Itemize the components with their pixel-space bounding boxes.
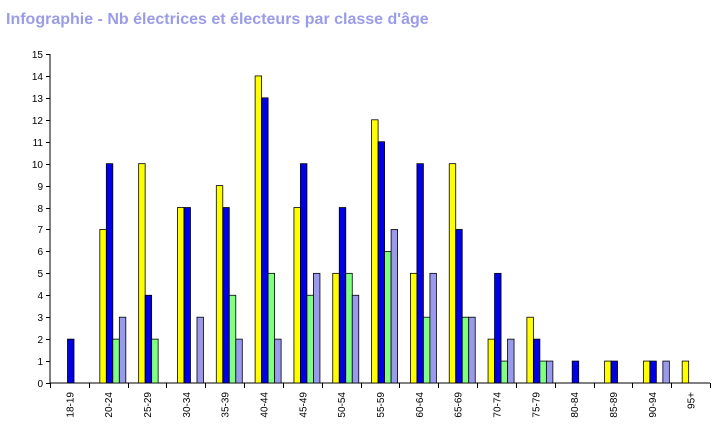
y-tick-label: 6 [37, 247, 43, 258]
x-tick-label: 65-69 [454, 392, 465, 418]
bar-90-94-series-1 [642, 360, 651, 384]
bar-60-64-series-3 [423, 316, 431, 384]
bar-55-59-series-3 [384, 250, 392, 384]
bar-40-44-series-4 [274, 338, 282, 384]
y-tick-label: 15 [32, 50, 44, 61]
y-tick-label: 8 [37, 204, 43, 215]
x-tick-label: 75-79 [531, 392, 542, 418]
bar-45-49-series-1 [293, 207, 301, 384]
x-tick-label: 18-19 [65, 392, 76, 418]
bar-70-74-series-2 [494, 272, 502, 384]
y-tick-label: 2 [37, 335, 43, 346]
y-tick-label: 3 [37, 313, 43, 324]
x-tick-label: 80-84 [570, 392, 581, 418]
bar-40-44-series-1 [254, 75, 263, 384]
bar-20-24-series-4 [118, 316, 127, 384]
bar-45-49-series-2 [300, 163, 308, 384]
x-tick-label: 55-59 [376, 392, 387, 418]
bar-75-79-series-1 [526, 316, 534, 384]
x-tick-label: 40-44 [260, 392, 271, 418]
y-tick-label: 9 [37, 182, 43, 193]
x-tick-label: 25-29 [143, 392, 154, 418]
bar-85-89-series-1 [604, 360, 612, 384]
y-tick-label: 5 [37, 269, 43, 280]
x-tick-label: 20-24 [104, 392, 115, 418]
x-tick-label: 60-64 [415, 392, 426, 418]
bar-35-39-series-2 [222, 207, 230, 384]
y-tick-label: 0 [37, 379, 43, 390]
bar-18-19-series-2 [67, 338, 75, 384]
bar-50-54-series-3 [345, 272, 353, 384]
y-tick-label: 11 [33, 138, 44, 149]
x-tick-label: 45-49 [298, 392, 309, 418]
bar-55-59-series-1 [371, 119, 379, 384]
bar-65-69-series-2 [455, 229, 463, 384]
x-tick-label: 95+ [687, 392, 698, 409]
x-tick-label: 35-39 [221, 392, 232, 418]
bar-25-29-series-2 [144, 294, 153, 384]
bar-75-79-series-2 [532, 338, 541, 384]
y-tick-label: 10 [32, 160, 44, 171]
bar-30-34-series-4 [196, 316, 204, 384]
bar-50-54-series-1 [332, 272, 340, 384]
bar-35-39-series-3 [228, 294, 237, 384]
bar-40-44-series-2 [261, 97, 269, 384]
bar-20-24-series-1 [99, 229, 107, 384]
bar-60-64-series-1 [410, 272, 418, 384]
x-tick-label: 50-54 [337, 392, 348, 418]
x-tick-label: 70-74 [492, 392, 503, 418]
bar-45-49-series-3 [306, 294, 314, 384]
bar-50-54-series-2 [338, 207, 347, 384]
bar-95+-series-1 [681, 360, 690, 384]
bar-90-94-series-2 [649, 360, 657, 384]
bar-75-79-series-4 [545, 360, 554, 384]
bar-80-84-series-2 [571, 360, 580, 384]
y-tick-label: 12 [32, 116, 44, 127]
bar-55-59-series-4 [390, 229, 398, 384]
bar-40-44-series-3 [267, 272, 276, 384]
bar-75-79-series-3 [539, 360, 547, 384]
bar-70-74-series-1 [487, 338, 495, 384]
bar-45-49-series-4 [313, 272, 321, 384]
bar-50-54-series-4 [351, 294, 360, 384]
y-tick-label: 4 [37, 291, 43, 302]
bar-90-94-series-4 [662, 360, 670, 384]
bar-60-64-series-2 [416, 163, 424, 384]
bar-70-74-series-4 [507, 338, 515, 384]
bar-65-69-series-4 [468, 316, 476, 384]
bar-25-29-series-3 [151, 338, 159, 384]
bar-25-29-series-1 [138, 163, 146, 384]
bar-60-64-series-4 [429, 272, 437, 384]
bar-35-39-series-4 [235, 338, 243, 384]
y-tick-label: 7 [37, 225, 43, 236]
bar-35-39-series-1 [215, 185, 224, 384]
bar-55-59-series-2 [377, 141, 385, 384]
chart-title: Infographie - Nb électrices et électeurs… [6, 11, 429, 28]
bar-85-89-series-2 [610, 360, 618, 384]
x-tick-label: 85-89 [609, 392, 620, 418]
bar-30-34-series-2 [183, 207, 191, 384]
bar-20-24-series-3 [112, 338, 120, 384]
bar-20-24-series-2 [105, 163, 114, 384]
y-tick-label: 14 [32, 72, 44, 83]
bar-70-74-series-3 [500, 360, 508, 384]
bar-65-69-series-1 [448, 163, 457, 384]
y-tick-label: 1 [37, 357, 43, 368]
bar-30-34-series-1 [177, 207, 185, 384]
x-tick-label: 30-34 [182, 392, 193, 418]
x-tick-label: 90-94 [648, 392, 659, 418]
bar-65-69-series-3 [461, 316, 470, 384]
y-tick-label: 13 [32, 94, 44, 105]
